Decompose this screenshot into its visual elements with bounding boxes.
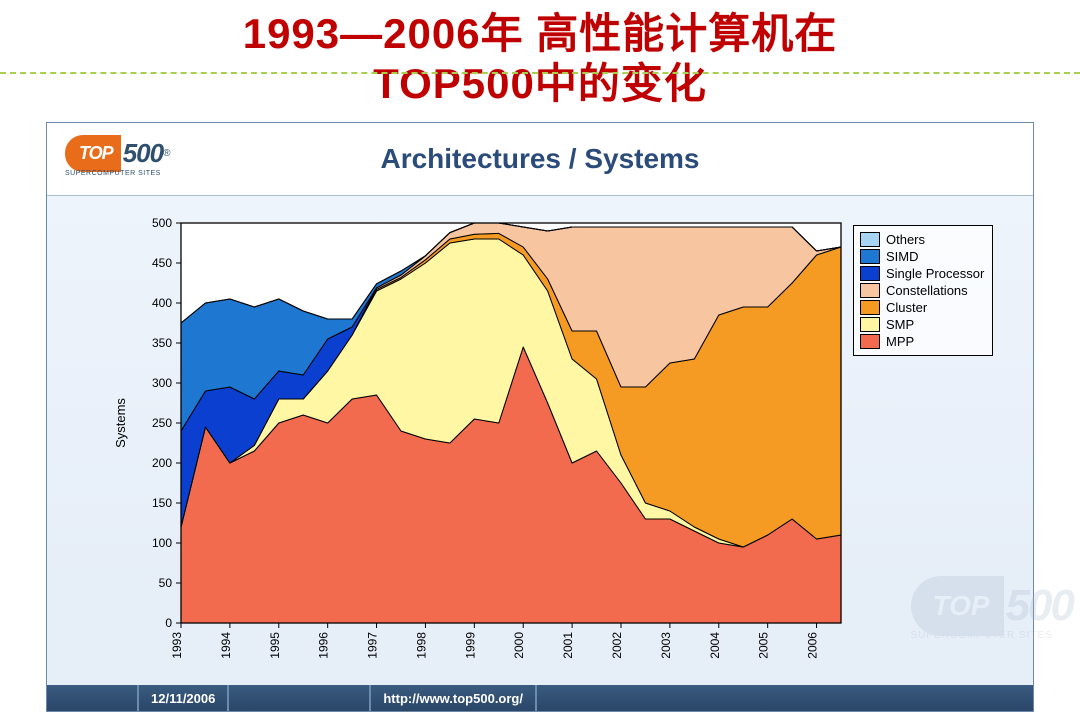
legend-item: Others	[860, 231, 984, 248]
svg-text:300: 300	[152, 376, 172, 390]
legend-label: SMP	[886, 316, 914, 333]
svg-text:200: 200	[152, 456, 172, 470]
svg-text:Systems: Systems	[113, 398, 128, 448]
legend-item: MPP	[860, 333, 984, 350]
svg-text:1996: 1996	[317, 632, 331, 659]
legend-swatch	[860, 232, 880, 247]
title-line-1: 1993—2006年 高性能计算机在	[0, 0, 1080, 61]
legend-label: Constellations	[886, 282, 968, 299]
svg-text:500: 500	[152, 216, 172, 230]
legend-item: SMP	[860, 316, 984, 333]
legend-swatch	[860, 266, 880, 281]
legend-item: Constellations	[860, 282, 984, 299]
legend-swatch	[860, 249, 880, 264]
svg-text:1999: 1999	[463, 632, 477, 659]
legend: OthersSIMDSingle ProcessorConstellations…	[853, 225, 993, 356]
slide-title: 1993—2006年 高性能计算机在 TOP500中的变化	[0, 0, 1080, 107]
svg-text:100: 100	[152, 536, 172, 550]
svg-text:250: 250	[152, 416, 172, 430]
svg-text:2006: 2006	[806, 632, 820, 659]
svg-text:2005: 2005	[757, 632, 771, 659]
title-divider	[0, 72, 1080, 74]
svg-text:2004: 2004	[708, 632, 722, 659]
svg-text:1998: 1998	[414, 632, 428, 659]
legend-label: MPP	[886, 333, 914, 350]
legend-swatch	[860, 300, 880, 315]
chart-area: 0 50 100 150 200 250 300 350 400 450 500 1993 1994 19…	[85, 215, 1021, 669]
svg-text:0: 0	[165, 616, 172, 630]
svg-text:1994: 1994	[219, 632, 233, 659]
legend-swatch	[860, 334, 880, 349]
legend-item: Single Processor	[860, 265, 984, 282]
svg-text:1995: 1995	[268, 632, 282, 659]
svg-text:1993: 1993	[170, 632, 184, 659]
svg-text:150: 150	[152, 496, 172, 510]
legend-label: Others	[886, 231, 925, 248]
panel-title: Architectures / Systems	[47, 143, 1033, 175]
panel-footer: 12/11/2006 http://www.top500.org/	[47, 685, 1033, 711]
svg-text:2001: 2001	[561, 632, 575, 659]
legend-label: Single Processor	[886, 265, 984, 282]
svg-text:1997: 1997	[366, 632, 380, 659]
legend-swatch	[860, 317, 880, 332]
legend-label: SIMD	[886, 248, 919, 265]
legend-item: Cluster	[860, 299, 984, 316]
svg-text:2003: 2003	[659, 632, 673, 659]
legend-swatch	[860, 283, 880, 298]
svg-text:400: 400	[152, 296, 172, 310]
legend-item: SIMD	[860, 248, 984, 265]
panel-header: TOP 500 ® SUPERCOMPUTER SITES Architectu…	[47, 123, 1033, 196]
title-line-2: TOP500中的变化	[0, 61, 1080, 107]
svg-text:450: 450	[152, 256, 172, 270]
svg-text:2002: 2002	[610, 632, 624, 659]
svg-text:2000: 2000	[512, 632, 526, 659]
footer-date: 12/11/2006	[139, 691, 227, 706]
svg-text:350: 350	[152, 336, 172, 350]
chart-panel: TOP 500 ® SUPERCOMPUTER SITES Architectu…	[46, 122, 1034, 712]
watermark-logo: TOP500 SUPERCOMPUTER SITES	[911, 576, 1073, 641]
footer-url: http://www.top500.org/	[371, 691, 535, 706]
svg-text:50: 50	[159, 576, 173, 590]
legend-label: Cluster	[886, 299, 927, 316]
